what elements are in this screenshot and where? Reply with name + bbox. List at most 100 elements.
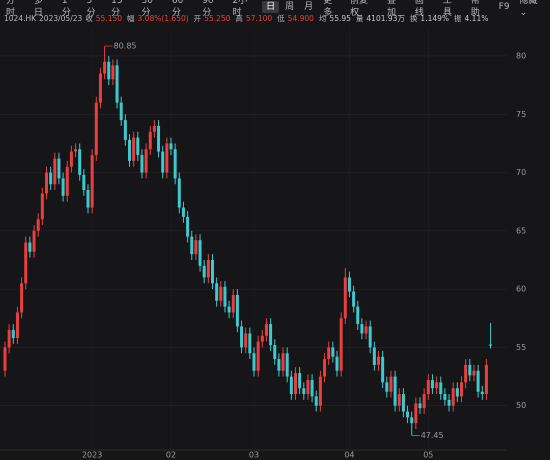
candle-body xyxy=(339,318,343,371)
candle-body xyxy=(455,388,459,397)
period-tab[interactable]: 月 xyxy=(304,2,314,12)
quote-value: 55.250 xyxy=(204,13,231,23)
candle-body xyxy=(352,291,356,307)
candle-body xyxy=(389,376,393,392)
y-tick-label: 70 xyxy=(516,168,526,177)
quote-label: 振 xyxy=(454,13,462,23)
candle-body xyxy=(401,394,405,412)
candle-body xyxy=(240,326,244,348)
candle-body xyxy=(206,259,210,278)
quote-label: 开 xyxy=(193,13,202,23)
candle-body xyxy=(468,364,472,376)
quote-label: 均 xyxy=(318,13,327,23)
candle-body xyxy=(439,382,443,395)
quote-value: 57.100 xyxy=(245,13,273,23)
candle-body xyxy=(49,172,53,185)
y-tick-label: 65 xyxy=(516,226,526,235)
y-tick-label: 80 xyxy=(516,51,526,60)
period-tab[interactable]: 周 xyxy=(285,2,295,12)
candle-body xyxy=(128,139,131,161)
candle-body xyxy=(414,403,418,424)
period-tab[interactable]: 15分 xyxy=(111,0,123,18)
candle-body xyxy=(36,219,40,231)
candle-body xyxy=(161,151,165,173)
tool-button[interactable]: 隐藏⌄ xyxy=(519,0,538,18)
tool-button[interactable]: F9 xyxy=(498,2,510,12)
candle-body xyxy=(289,376,293,395)
period-tab[interactable]: 5分 xyxy=(86,0,96,18)
y-tick-label: 60 xyxy=(516,285,526,294)
period-tab[interactable]: 分时 xyxy=(6,0,16,18)
y-tick-label: 50 xyxy=(516,401,526,410)
period-tab[interactable]: 日 xyxy=(262,1,280,13)
candle-body xyxy=(244,333,248,348)
candle-body xyxy=(430,380,434,389)
period-tab[interactable]: 30分 xyxy=(141,0,153,18)
candle-body xyxy=(260,335,264,342)
quote-label: 高 xyxy=(235,13,243,23)
candle-body xyxy=(447,399,451,406)
candle-body xyxy=(3,347,7,371)
candle-body xyxy=(94,102,98,156)
candle-body xyxy=(269,324,273,346)
candle-body xyxy=(177,178,181,208)
candle-body xyxy=(82,174,86,191)
tool-button[interactable]: 画线 xyxy=(414,0,424,18)
quote-value: 54.900 xyxy=(287,13,314,23)
candle-body xyxy=(74,149,78,152)
period-tab[interactable]: 更多 xyxy=(323,0,333,18)
candle-body xyxy=(169,143,173,150)
candle-body xyxy=(32,230,36,252)
candle-body xyxy=(285,353,289,377)
tool-button[interactable]: 前复权 xyxy=(350,0,369,18)
candle-body xyxy=(472,370,476,376)
candle-body xyxy=(61,178,65,196)
candle-body xyxy=(24,242,28,284)
candle-body xyxy=(57,158,61,179)
candle-body xyxy=(202,265,206,278)
candle-body xyxy=(277,359,281,371)
candle-body xyxy=(484,364,488,395)
quote-label: 换 xyxy=(409,13,418,23)
tool-button[interactable]: 叠加 xyxy=(386,0,396,18)
candle-body xyxy=(215,283,219,301)
candle-body xyxy=(69,151,73,167)
candle-body xyxy=(451,388,455,406)
candle-body xyxy=(132,137,136,161)
candle-body xyxy=(347,277,351,292)
tool-button[interactable]: 工具 xyxy=(442,0,452,18)
period-tab[interactable]: 1分 xyxy=(61,0,71,18)
candle-body xyxy=(264,324,268,336)
quote-value: 4101.93万 xyxy=(366,13,405,23)
candle-body xyxy=(103,61,107,74)
tool-buttons: 前复权 叠加 画线 工具 帮助 F9 隐藏⌄ xyxy=(345,0,550,19)
y-tick-label: 55 xyxy=(516,343,526,352)
period-tab[interactable]: 2小时 xyxy=(232,0,248,18)
x-tick-label: 05 xyxy=(423,451,433,460)
candle-body xyxy=(90,155,94,208)
candle-body xyxy=(298,373,302,389)
candle-body xyxy=(181,207,185,217)
period-tab[interactable]: 90分 xyxy=(202,0,214,18)
candle-body xyxy=(28,242,32,252)
candle-body xyxy=(252,353,256,371)
candle-body xyxy=(248,333,252,354)
candle-body xyxy=(368,326,372,348)
candle-body xyxy=(418,403,422,409)
quote-value: 4.11% xyxy=(464,13,489,23)
candle-body xyxy=(273,345,277,360)
candle-body xyxy=(323,359,327,377)
candle-body xyxy=(190,236,194,255)
quote-label: 量 xyxy=(355,13,364,23)
candle-body xyxy=(65,166,69,196)
candle-body xyxy=(464,364,468,383)
candle-body xyxy=(397,394,401,406)
candle-body xyxy=(186,216,190,237)
x-tick-label: 04 xyxy=(344,451,354,460)
tool-button[interactable]: 帮助 xyxy=(470,0,480,18)
candle-body xyxy=(173,149,177,179)
candle-body xyxy=(211,259,214,284)
period-tab[interactable]: 多日 xyxy=(33,0,43,18)
period-tab[interactable]: 60分 xyxy=(171,0,184,18)
